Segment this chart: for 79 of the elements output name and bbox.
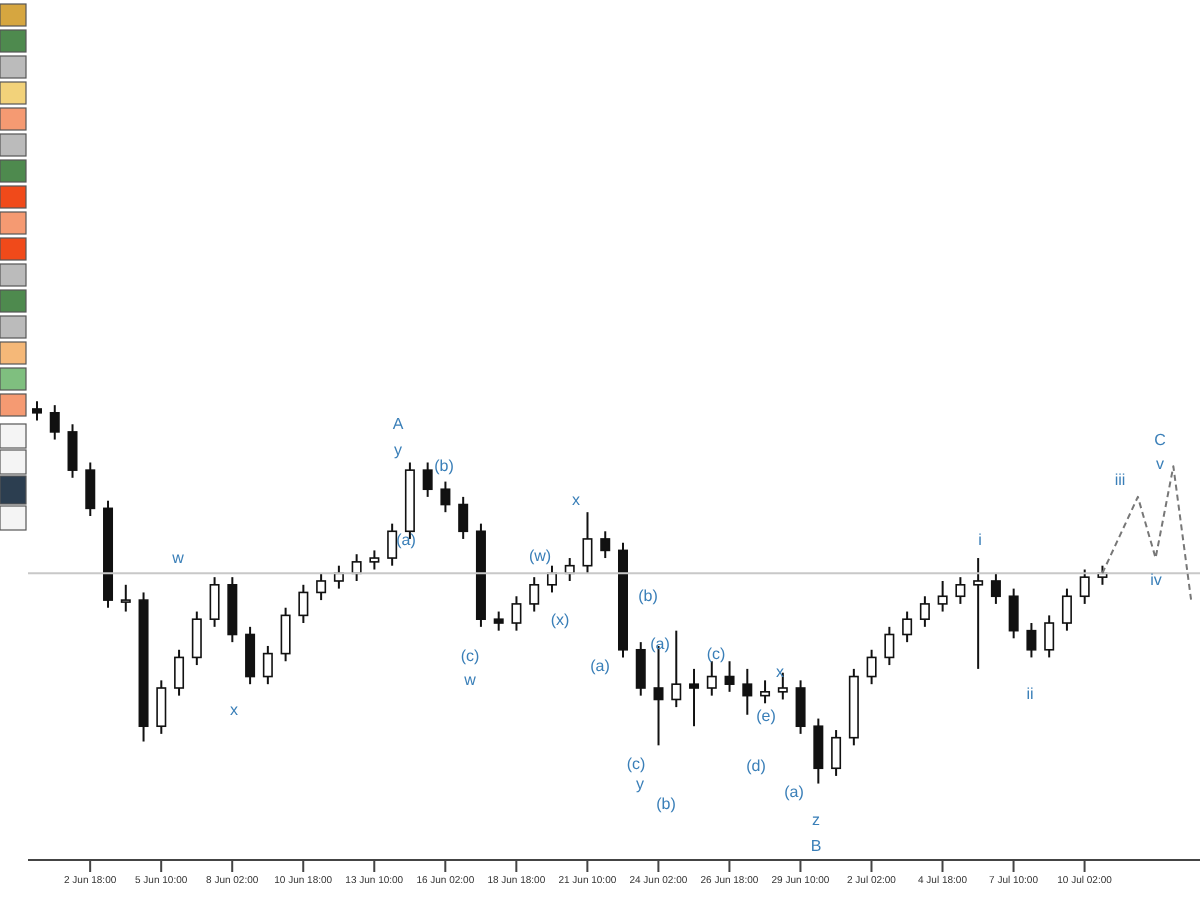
annotation: iii bbox=[1114, 471, 1126, 489]
annotation: w bbox=[170, 549, 185, 567]
candlestick bbox=[1061, 587, 1072, 632]
candlestick bbox=[458, 495, 469, 540]
text: B bbox=[810, 837, 822, 855]
annotation: (e) bbox=[756, 707, 777, 725]
candlestick bbox=[1079, 568, 1090, 605]
candlestick bbox=[298, 583, 309, 625]
annotation: x bbox=[230, 701, 238, 719]
annotation: (c) bbox=[626, 755, 646, 773]
candlestick bbox=[937, 579, 948, 613]
annotation: A bbox=[392, 415, 405, 433]
candlestick bbox=[902, 610, 913, 644]
candlestick bbox=[742, 667, 753, 716]
candlestick bbox=[795, 679, 806, 735]
candlestick bbox=[316, 572, 327, 602]
annotation: (a) bbox=[590, 657, 611, 675]
candlestick bbox=[493, 610, 504, 632]
candlestick bbox=[209, 576, 220, 628]
candlestick bbox=[85, 461, 96, 517]
candlestick bbox=[600, 530, 611, 560]
candlestick bbox=[671, 629, 682, 709]
candlestick bbox=[49, 404, 60, 441]
annotation: y bbox=[394, 441, 402, 459]
annotation: y bbox=[636, 775, 644, 793]
candlestick bbox=[369, 549, 380, 571]
candlestick bbox=[1008, 587, 1019, 640]
candlestick bbox=[635, 641, 646, 697]
annotation: (b) bbox=[638, 587, 659, 605]
candlestick bbox=[440, 480, 451, 514]
candlestick bbox=[724, 660, 735, 693]
annotation: C bbox=[1154, 431, 1167, 449]
candlestick bbox=[813, 717, 824, 785]
annotation: (b) bbox=[434, 457, 455, 475]
candlestick bbox=[706, 660, 717, 697]
candlestick bbox=[422, 461, 433, 498]
candlestick bbox=[760, 679, 771, 705]
candlestick bbox=[280, 606, 291, 663]
annotation: x bbox=[776, 663, 784, 681]
annotation: ii bbox=[1026, 685, 1034, 703]
annotation: i bbox=[978, 531, 983, 549]
candlestick bbox=[174, 648, 185, 697]
candlestick bbox=[990, 572, 1001, 605]
candlestick bbox=[777, 671, 788, 701]
annotation: (w) bbox=[528, 547, 552, 565]
annotation: (c) bbox=[706, 645, 726, 663]
candlestick bbox=[387, 522, 398, 567]
candlestick bbox=[955, 576, 966, 605]
candlestick bbox=[1026, 622, 1037, 659]
candlestick bbox=[831, 729, 842, 777]
candlestick bbox=[511, 595, 522, 632]
candlestick bbox=[67, 423, 78, 479]
annotation: (a) bbox=[396, 531, 417, 549]
candlestick bbox=[120, 583, 131, 613]
candlestick bbox=[1044, 614, 1055, 659]
annotation: (a) bbox=[784, 783, 805, 801]
annotation: iv bbox=[1150, 571, 1162, 589]
candlestick bbox=[973, 557, 984, 670]
candlestick bbox=[884, 625, 895, 667]
annotation: v bbox=[1156, 455, 1164, 473]
candlestick bbox=[919, 595, 930, 628]
candlestick bbox=[262, 644, 273, 686]
candlestick bbox=[31, 400, 42, 422]
text: (b) bbox=[656, 795, 677, 813]
candlestick bbox=[156, 679, 167, 735]
annotation: (x) bbox=[550, 611, 570, 629]
annotation: w bbox=[462, 671, 477, 689]
annotation: (c) bbox=[460, 647, 480, 665]
candlestick bbox=[245, 625, 256, 686]
annotation: (a) bbox=[650, 635, 671, 653]
candlestick bbox=[529, 576, 540, 613]
candlestick bbox=[191, 610, 202, 667]
annotation: x bbox=[572, 491, 580, 509]
text: z bbox=[812, 811, 820, 829]
annotation: (d) bbox=[746, 757, 767, 775]
candlestick bbox=[546, 564, 557, 594]
candlestick bbox=[689, 667, 700, 728]
candlestick bbox=[582, 511, 593, 575]
candlestick bbox=[866, 648, 877, 686]
